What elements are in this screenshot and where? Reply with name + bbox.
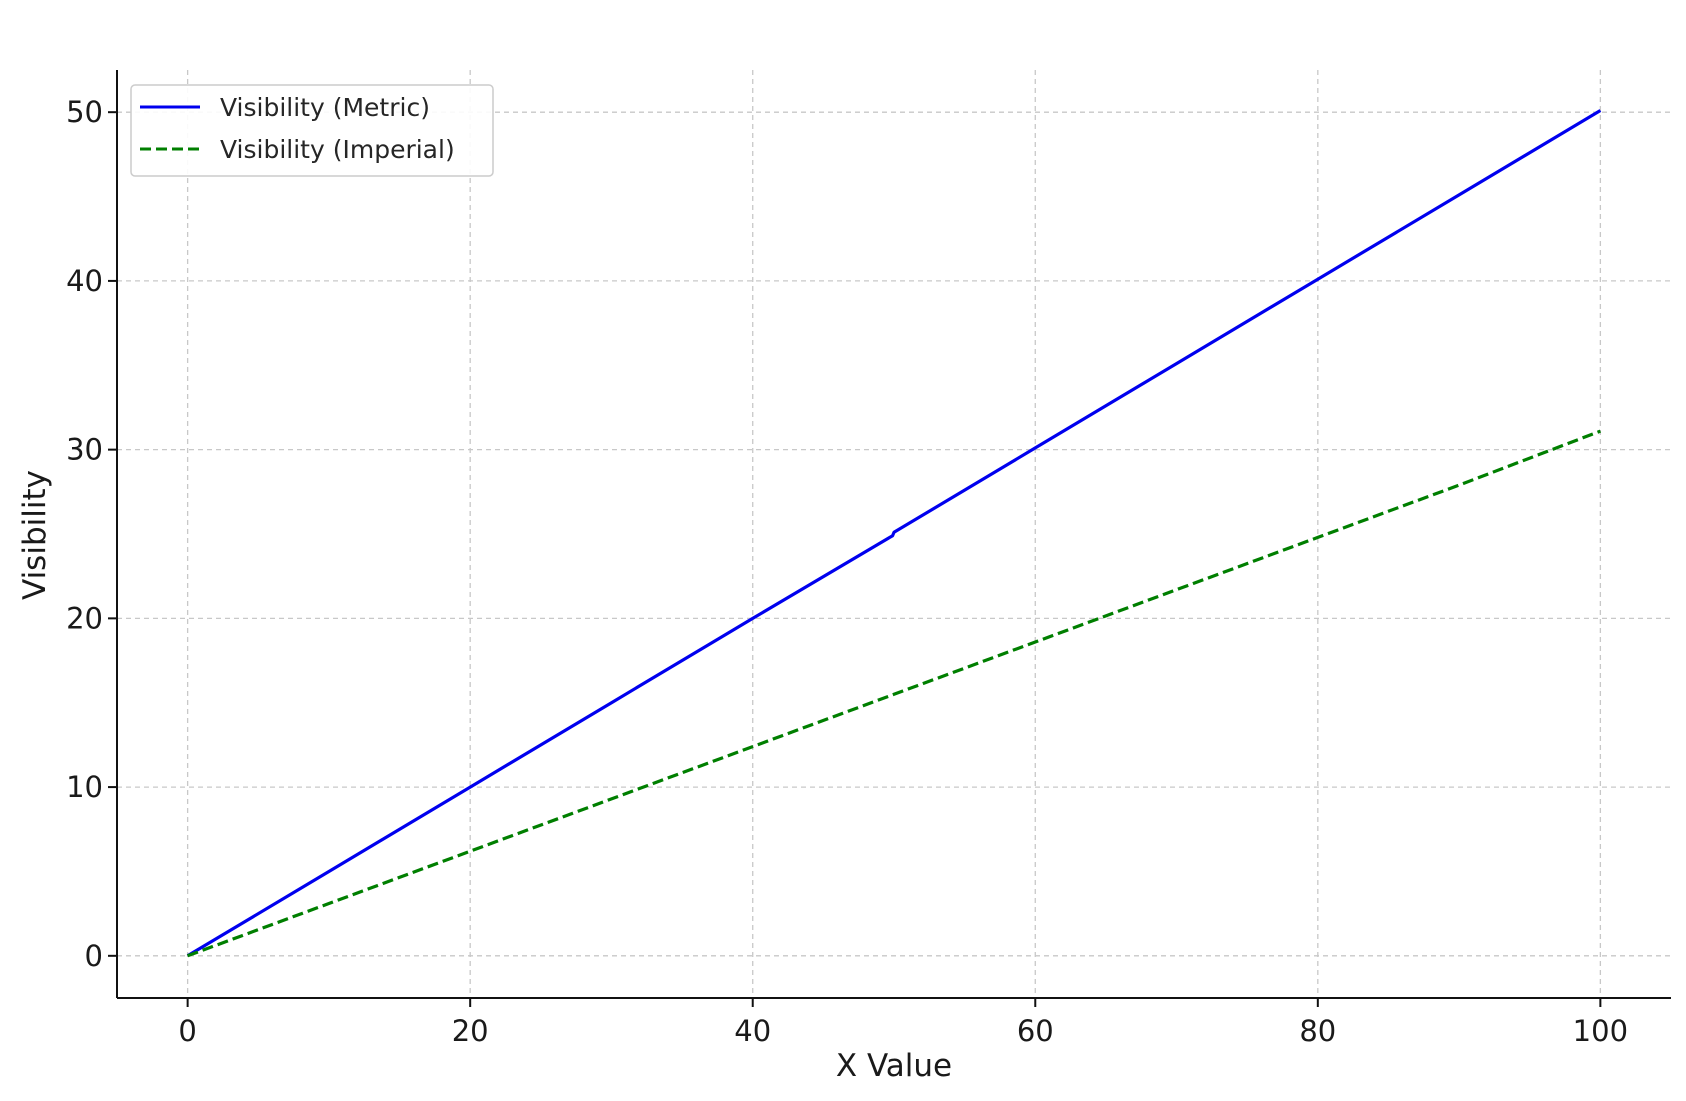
- x-ticks: 0 20 40 60 80 100: [178, 998, 1628, 1048]
- legend-label-imperial: Visibility (Imperial): [220, 135, 455, 164]
- x-axis-label: X Value: [836, 1048, 952, 1084]
- legend-label-metric: Visibility (Metric): [220, 93, 430, 122]
- series-layer: [186, 109, 1602, 958]
- x-tick-label: 20: [452, 1014, 489, 1048]
- x-tick-label: 40: [734, 1014, 771, 1048]
- x-tick-label: 80: [1299, 1014, 1336, 1048]
- x-tick-label: 0: [178, 1014, 196, 1048]
- y-tick-label: 30: [66, 433, 103, 467]
- y-tick-label: 40: [66, 264, 103, 298]
- y-tick-label: 50: [66, 95, 103, 129]
- y-axis-label: Visibility: [17, 470, 53, 600]
- y-tick-label: 20: [66, 601, 103, 635]
- y-tick-label: 0: [85, 939, 103, 973]
- y-tick-label: 10: [66, 770, 103, 804]
- legend: Visibility (Metric) Visibility (Imperial…: [130, 84, 494, 177]
- axes: [116, 70, 1671, 999]
- grid: [117, 70, 1671, 998]
- series-line-metric: [186, 109, 1602, 958]
- x-tick-label: 60: [1017, 1014, 1054, 1048]
- legend-frame: [130, 84, 494, 177]
- series-line-imperial: [187, 429, 1601, 958]
- x-tick-label: 100: [1573, 1014, 1628, 1048]
- y-ticks: 0 10 20 30 40 50: [66, 95, 117, 973]
